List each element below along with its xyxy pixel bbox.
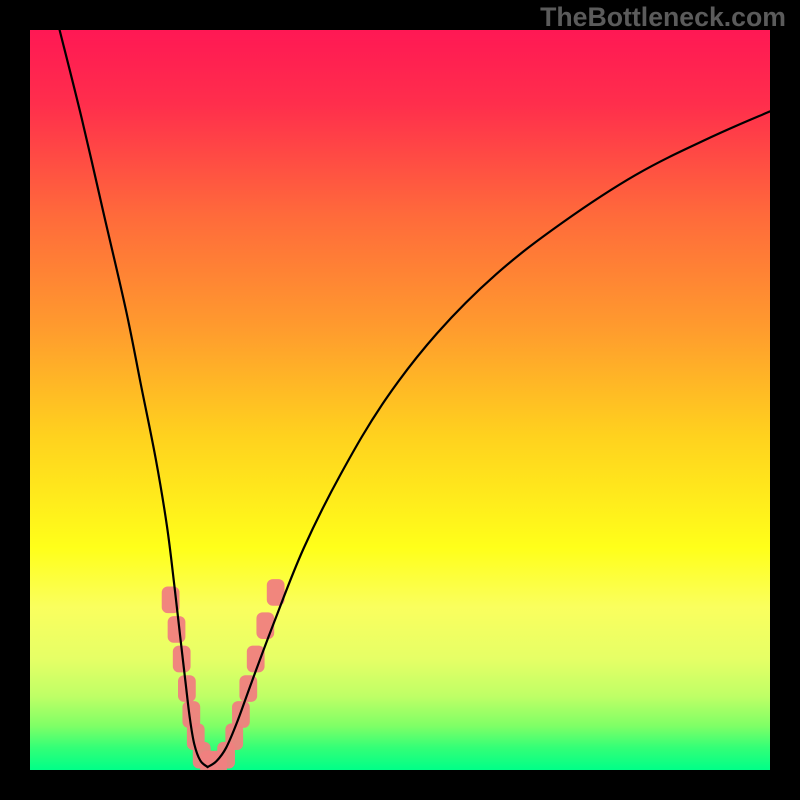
plot-area (30, 30, 770, 770)
data-marker (247, 646, 265, 673)
data-marker (239, 675, 257, 702)
watermark-text: TheBottleneck.com (540, 2, 786, 33)
data-marker (256, 612, 274, 639)
data-marker (267, 579, 285, 606)
data-marker (173, 646, 191, 673)
data-marker (232, 701, 250, 728)
gradient-background (30, 30, 770, 770)
data-marker (168, 616, 186, 643)
chart-frame: TheBottleneck.com (0, 0, 800, 800)
data-marker (178, 675, 196, 702)
data-marker (162, 586, 180, 613)
